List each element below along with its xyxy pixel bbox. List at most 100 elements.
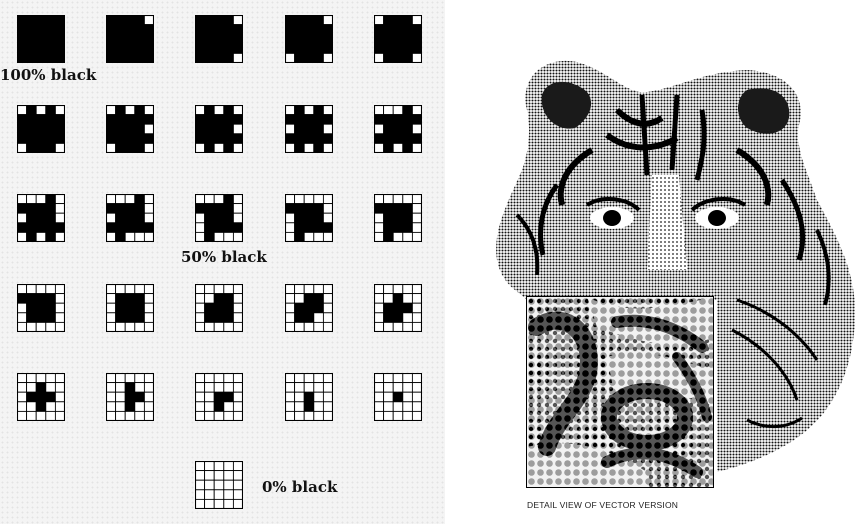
white-pixel [294, 293, 305, 304]
white-pixel [374, 382, 385, 393]
black-pixel [35, 43, 47, 54]
white-pixel [17, 105, 28, 116]
black-pixel [45, 222, 56, 233]
white-pixel [411, 212, 422, 224]
black-pixel [35, 293, 47, 304]
white-pixel [143, 410, 154, 421]
black-pixel [115, 203, 126, 214]
black-pixel [45, 33, 56, 45]
black-pixel [195, 114, 206, 125]
black-pixel [213, 302, 225, 314]
black-pixel [392, 33, 404, 45]
white-pixel [392, 321, 404, 332]
black-pixel [26, 222, 37, 233]
black-pixel [223, 15, 234, 26]
white-pixel [195, 105, 206, 116]
white-pixel [54, 312, 65, 323]
black-pixel [45, 114, 56, 125]
white-pixel [195, 410, 206, 421]
black-pixel [124, 43, 136, 54]
white-pixel [392, 194, 404, 205]
white-pixel [303, 373, 315, 384]
dither-cell [374, 105, 422, 153]
white-pixel [411, 284, 422, 295]
black-pixel [285, 43, 296, 54]
black-pixel [115, 142, 126, 153]
black-pixel [115, 231, 126, 242]
black-pixel [134, 222, 145, 233]
black-pixel [223, 52, 234, 63]
white-pixel [411, 293, 422, 304]
black-pixel [124, 33, 136, 45]
label-0-percent-black: 0% black [262, 478, 338, 496]
white-pixel [232, 212, 243, 224]
white-pixel [124, 410, 136, 421]
black-pixel [232, 33, 243, 45]
white-pixel [17, 231, 28, 242]
white-pixel [232, 461, 243, 472]
white-pixel [411, 123, 422, 135]
white-pixel [285, 212, 296, 224]
black-pixel [313, 293, 324, 304]
black-pixel [124, 123, 136, 135]
black-pixel [213, 293, 225, 304]
black-pixel [402, 24, 413, 35]
white-pixel [392, 142, 404, 153]
black-pixel [204, 43, 215, 54]
black-pixel [402, 133, 413, 144]
white-pixel [322, 410, 333, 421]
label-100-percent-black: 100% black [0, 66, 97, 84]
white-pixel [223, 373, 234, 384]
black-pixel [115, 293, 126, 304]
black-pixel [115, 212, 126, 224]
white-pixel [143, 391, 154, 403]
black-pixel [45, 312, 56, 323]
white-pixel [124, 231, 136, 242]
white-pixel [195, 470, 206, 481]
black-pixel [313, 24, 324, 35]
white-pixel [143, 312, 154, 323]
black-pixel [313, 52, 324, 63]
white-pixel [285, 401, 296, 412]
black-pixel [213, 43, 225, 54]
black-pixel [26, 24, 37, 35]
black-pixel [115, 222, 126, 233]
white-pixel [232, 203, 243, 214]
black-pixel [26, 33, 37, 45]
white-pixel [17, 312, 28, 323]
black-pixel [35, 391, 47, 403]
black-pixel [204, 105, 215, 116]
white-pixel [402, 194, 413, 205]
white-pixel [294, 410, 305, 421]
white-pixel [115, 382, 126, 393]
white-pixel [195, 231, 206, 242]
white-pixel [402, 321, 413, 332]
dither-cell [195, 373, 243, 421]
black-pixel [313, 302, 324, 314]
white-pixel [383, 391, 394, 403]
black-pixel [35, 222, 47, 233]
black-pixel [115, 312, 126, 323]
white-pixel [143, 105, 154, 116]
black-pixel [45, 15, 56, 26]
black-pixel [115, 302, 126, 314]
white-pixel [232, 293, 243, 304]
black-pixel [223, 123, 234, 135]
black-pixel [143, 222, 154, 233]
black-pixel [35, 203, 47, 214]
white-pixel [374, 302, 385, 314]
black-pixel [392, 133, 404, 144]
white-pixel [213, 498, 225, 509]
white-pixel [134, 401, 145, 412]
black-pixel [383, 212, 394, 224]
black-pixel [303, 222, 315, 233]
black-pixel [322, 24, 333, 35]
black-pixel [223, 142, 234, 153]
white-pixel [303, 382, 315, 393]
black-pixel [303, 43, 315, 54]
black-pixel [213, 312, 225, 323]
black-pixel [294, 212, 305, 224]
black-pixel [223, 212, 234, 224]
white-pixel [54, 194, 65, 205]
black-pixel [45, 43, 56, 54]
